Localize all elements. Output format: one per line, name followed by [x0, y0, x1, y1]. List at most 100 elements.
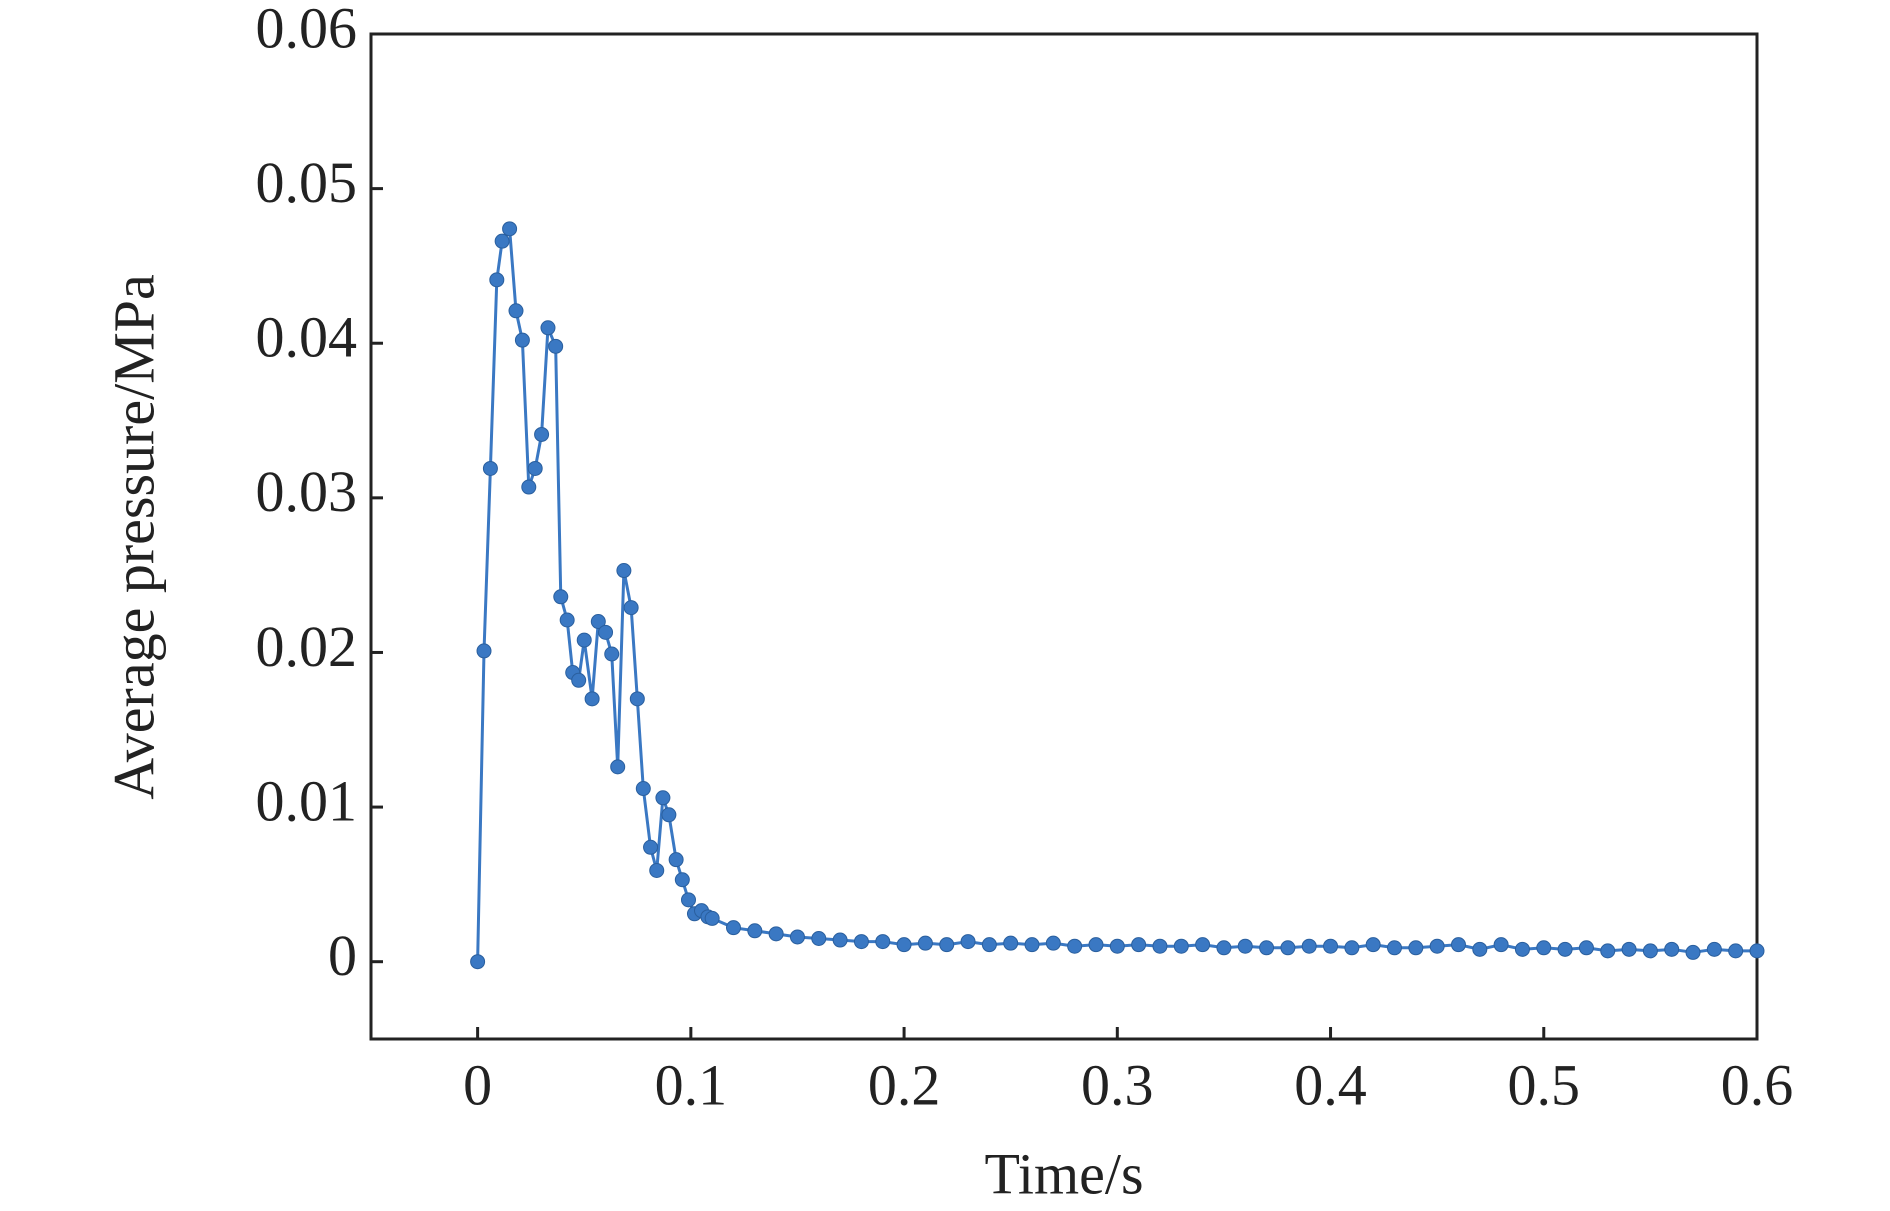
y-tick-label: 0.06	[256, 0, 358, 60]
y-tick-label: 0	[328, 923, 357, 988]
data-point	[674, 872, 690, 888]
data-point	[635, 781, 651, 797]
data-point	[1237, 938, 1253, 954]
data-point	[1344, 940, 1360, 956]
data-point	[576, 632, 592, 648]
data-point	[1600, 943, 1616, 959]
y-tick-label: 0.03	[256, 459, 358, 524]
data-point	[1429, 938, 1445, 954]
data-point	[917, 935, 933, 951]
data-point	[811, 931, 827, 946]
data-point	[939, 937, 955, 953]
data-point	[960, 934, 976, 950]
y-tick-label: 0.01	[256, 768, 358, 833]
data-point	[482, 460, 498, 476]
x-tick-label: 0.2	[868, 1052, 941, 1117]
data-point	[1131, 937, 1147, 953]
y-tick-label: 0.02	[256, 614, 358, 679]
x-tick-label: 0.1	[655, 1052, 728, 1117]
data-point	[1749, 943, 1765, 959]
data-point	[1685, 944, 1701, 960]
data-point	[1045, 935, 1061, 951]
data-point	[1387, 940, 1403, 956]
data-point	[616, 563, 632, 579]
data-point	[604, 646, 620, 662]
data-point	[1664, 941, 1680, 957]
data-point	[571, 672, 587, 688]
data-point	[623, 600, 639, 616]
data-point	[534, 426, 550, 442]
data-point	[896, 937, 912, 953]
data-point	[559, 612, 575, 628]
data-point	[1557, 941, 1573, 957]
plot-frame	[369, 32, 1759, 1041]
data-point	[747, 923, 763, 939]
data-point	[1728, 943, 1744, 959]
data-point	[832, 932, 848, 948]
data-point	[1301, 938, 1317, 954]
data-point	[1216, 940, 1232, 956]
data-point	[668, 852, 684, 868]
data-point	[508, 303, 524, 319]
data-point	[1706, 941, 1722, 957]
data-point	[1642, 943, 1658, 959]
data-point	[1259, 940, 1275, 956]
data-point	[1173, 938, 1189, 954]
data-point	[1195, 937, 1211, 953]
x-tick-label: 0.3	[1081, 1052, 1154, 1117]
data-point	[540, 320, 556, 336]
data-point	[655, 790, 671, 806]
data-point	[553, 589, 569, 605]
x-tick-label: 0.4	[1294, 1052, 1367, 1117]
data-point	[875, 934, 891, 950]
y-tick-label: 0.05	[256, 150, 358, 215]
data-point	[853, 934, 869, 950]
x-axis-label: Time/s	[984, 1141, 1143, 1206]
data-point	[1109, 938, 1125, 954]
data-point	[514, 332, 530, 348]
data-point	[1514, 941, 1530, 957]
data-point	[1536, 940, 1552, 956]
data-point	[1450, 937, 1466, 953]
data-point	[1621, 941, 1637, 957]
x-tick-label: 0.5	[1508, 1052, 1581, 1117]
data-point	[590, 614, 606, 630]
y-axis-label: Average pressure/MPa	[101, 274, 166, 800]
data-point	[1472, 941, 1488, 957]
data-point	[649, 862, 665, 878]
data-point	[610, 759, 626, 775]
data-point	[1152, 938, 1168, 954]
data-point	[502, 221, 518, 237]
data-point	[643, 839, 659, 855]
data-point	[1280, 940, 1296, 956]
data-point	[489, 272, 505, 288]
data-point	[981, 937, 997, 953]
data-point	[476, 643, 492, 659]
data-point	[470, 954, 486, 970]
data-point	[1365, 937, 1381, 953]
data-point	[1024, 937, 1040, 953]
data-point	[681, 892, 697, 908]
data-point	[548, 338, 564, 354]
data-point	[1088, 937, 1104, 953]
data-point	[661, 807, 677, 823]
data-point	[494, 233, 510, 249]
data-point	[527, 460, 543, 476]
data-line	[476, 224, 1757, 962]
data-point	[1323, 938, 1339, 954]
data-point	[1003, 935, 1019, 951]
data-point	[725, 920, 741, 936]
data-point	[704, 910, 720, 926]
data-point	[521, 479, 537, 495]
data-point	[584, 691, 600, 707]
data-point	[789, 929, 805, 945]
data-point	[768, 926, 784, 942]
x-tick-label: 0.6	[1721, 1052, 1794, 1117]
data-point	[598, 624, 614, 640]
y-tick-label: 0.04	[256, 305, 358, 370]
x-tick-label: 0	[463, 1052, 492, 1117]
data-point	[629, 691, 645, 707]
data-point	[1408, 940, 1424, 956]
data-point	[1067, 938, 1083, 954]
